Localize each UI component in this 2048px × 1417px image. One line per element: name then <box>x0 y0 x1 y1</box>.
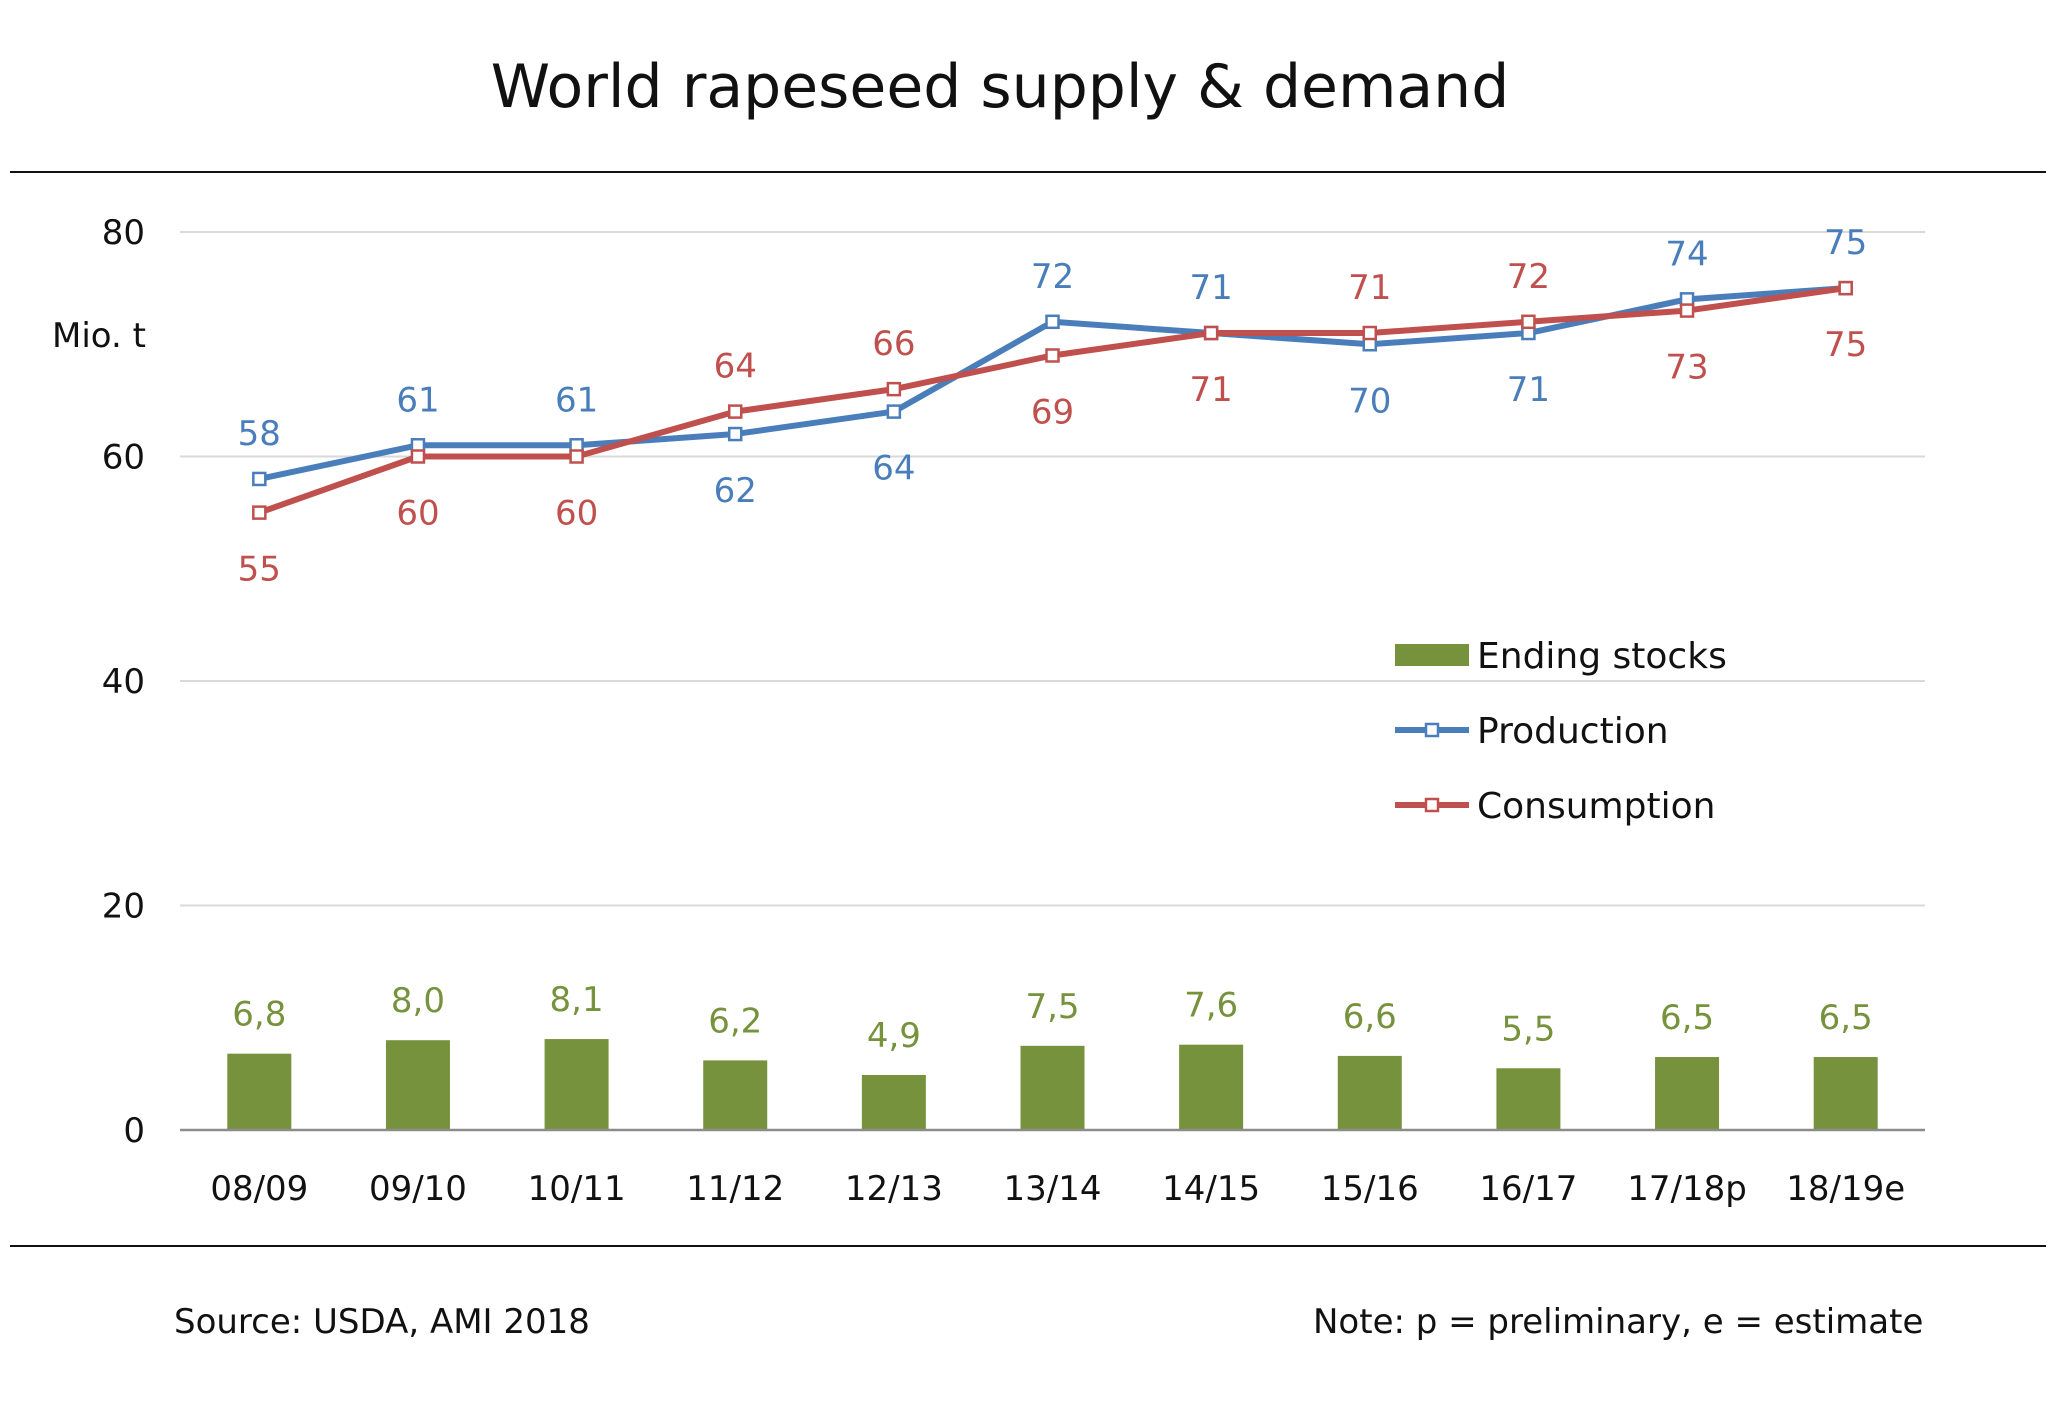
bar-ending-stocks <box>1813 1057 1878 1130</box>
legend-marker-production <box>1424 722 1440 738</box>
legend-label-ending-stocks: Ending stocks <box>1477 636 1727 677</box>
point-production <box>886 404 902 419</box>
data-label-production: 61 <box>555 380 598 420</box>
bar-ending-stocks <box>1020 1045 1085 1130</box>
y-tick-label: 60 <box>102 438 145 478</box>
bar-ending-stocks <box>227 1053 292 1130</box>
data-label-production: 72 <box>1031 257 1074 297</box>
bar-ending-stocks <box>1179 1044 1244 1130</box>
point-consumption <box>1679 303 1695 318</box>
bottom-divider <box>10 1245 2046 1247</box>
data-label-consumption: 71 <box>1348 268 1391 308</box>
legend: Ending stocks Production Consumption <box>1395 636 1727 827</box>
point-consumption <box>252 505 267 520</box>
data-label-ending-stocks: 6,5 <box>1819 998 1873 1038</box>
data-label-consumption: 55 <box>238 550 281 590</box>
y-tick-label: 40 <box>102 662 145 702</box>
top-divider <box>10 171 2046 173</box>
y-axis-label: Mio. t <box>52 316 146 356</box>
bar-ending-stocks <box>1496 1068 1561 1130</box>
bar-ending-stocks <box>703 1060 768 1130</box>
data-label-production: 74 <box>1665 234 1708 274</box>
data-label-consumption: 64 <box>714 347 757 387</box>
data-label-ending-stocks: 8,1 <box>550 980 604 1020</box>
data-label-consumption: 66 <box>872 324 915 364</box>
data-label-production: 71 <box>1190 268 1233 308</box>
point-production <box>1045 314 1060 330</box>
legend-marker-consumption <box>1424 797 1440 813</box>
data-label-consumption: 73 <box>1665 348 1708 388</box>
data-label-consumption: 71 <box>1190 370 1233 410</box>
x-tick-label: 16/17 <box>1479 1169 1577 1209</box>
data-label-ending-stocks: 6,5 <box>1660 998 1714 1038</box>
data-label-ending-stocks: 7,6 <box>1184 986 1238 1026</box>
x-tick-label: 08/09 <box>210 1169 308 1209</box>
x-tick-label: 12/13 <box>845 1169 943 1209</box>
data-label-consumption: 75 <box>1824 325 1867 365</box>
legend-label-consumption: Consumption <box>1477 786 1715 827</box>
point-consumption <box>569 449 584 464</box>
data-label-consumption: 60 <box>396 494 439 534</box>
data-label-ending-stocks: 7,5 <box>1025 987 1079 1027</box>
data-label-production: 75 <box>1824 223 1867 263</box>
x-tick-label: 15/16 <box>1321 1169 1419 1209</box>
data-labels: 6,8 8,0 8,1 6,2 4,9 7,5 7,6 6,6 5,5 6,5 6,5 58 61 61 6… <box>232 223 1872 1056</box>
note-text: Note: p = preliminary, e = estimate <box>1313 1302 1924 1342</box>
bar-ending-stocks <box>1655 1057 1720 1130</box>
data-label-consumption: 72 <box>1507 257 1550 297</box>
data-label-ending-stocks: 6,2 <box>708 1001 762 1041</box>
legend-swatch-ending-stocks <box>1395 644 1469 666</box>
x-tick-label: 11/12 <box>686 1169 784 1209</box>
data-label-ending-stocks: 6,6 <box>1343 997 1397 1037</box>
bar-ending-stocks <box>385 1040 450 1130</box>
x-tick-label: 14/15 <box>1162 1169 1260 1209</box>
point-consumption <box>1203 325 1219 341</box>
data-label-production: 61 <box>396 380 439 420</box>
point-consumption <box>1838 280 1853 296</box>
x-tick-label: 18/19e <box>1786 1169 1905 1209</box>
data-label-ending-stocks: 8,0 <box>391 981 445 1021</box>
x-tick-label: 17/18p <box>1627 1169 1747 1209</box>
legend-label-production: Production <box>1477 711 1669 752</box>
data-label-production: 70 <box>1348 381 1391 421</box>
point-consumption <box>1045 348 1060 363</box>
point-consumption <box>1362 325 1378 341</box>
point-consumption <box>410 449 426 464</box>
source-text: Source: USDA, AMI 2018 <box>174 1302 590 1342</box>
y-tick-labels: 0 20 40 60 80 <box>102 213 145 1151</box>
data-label-ending-stocks: 5,5 <box>1501 1009 1555 1049</box>
bar-ending-stocks <box>861 1074 926 1130</box>
point-consumption <box>727 404 743 419</box>
data-label-ending-stocks: 4,9 <box>867 1016 921 1056</box>
bars-ending-stocks <box>227 1039 1878 1130</box>
bar-ending-stocks <box>544 1039 609 1130</box>
point-production <box>727 426 743 442</box>
point-consumption <box>1521 314 1536 330</box>
chart-title: World rapeseed supply & demand <box>490 52 1510 122</box>
data-label-production: 58 <box>238 414 281 454</box>
data-label-ending-stocks: 6,8 <box>232 995 286 1035</box>
y-tick-label: 0 <box>123 1111 145 1151</box>
x-tick-label: 09/10 <box>369 1169 467 1209</box>
x-tick-label: 10/11 <box>528 1169 626 1209</box>
bar-ending-stocks <box>1337 1055 1402 1130</box>
y-tick-label: 20 <box>102 887 145 927</box>
data-label-production: 64 <box>872 449 915 489</box>
data-label-production: 62 <box>714 471 757 511</box>
x-tick-labels: 08/09 09/10 10/11 11/12 12/13 13/14 14/15 15/16… <box>210 1169 1905 1209</box>
data-label-production: 71 <box>1507 370 1550 410</box>
data-label-consumption: 69 <box>1031 392 1074 432</box>
line-series <box>252 280 1853 520</box>
x-tick-label: 13/14 <box>1004 1169 1102 1209</box>
y-tick-label: 80 <box>102 213 145 253</box>
point-consumption <box>886 381 902 397</box>
data-label-consumption: 60 <box>555 494 598 534</box>
point-production <box>252 471 267 487</box>
